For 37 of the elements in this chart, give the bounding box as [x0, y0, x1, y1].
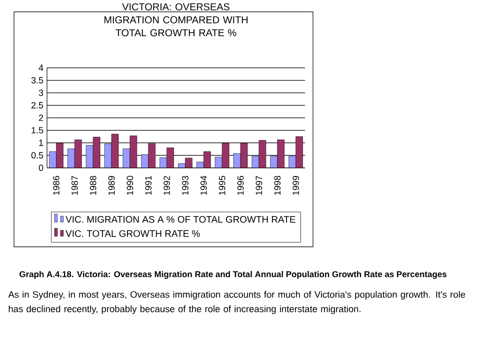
x-tick-label: 1995: [218, 176, 226, 195]
bar: [148, 143, 156, 168]
bar: [166, 148, 174, 168]
bar: [92, 136, 100, 168]
y-tick-label: 1: [39, 140, 44, 146]
x-tick-label: 1987: [71, 176, 78, 195]
y-tick-label: 2: [38, 114, 44, 122]
bar: [74, 140, 82, 168]
x-tick-label: 1992: [164, 176, 170, 195]
y-tick-label: 4: [38, 64, 44, 71]
y-tick-label: 2.5: [31, 102, 44, 109]
text: As in Sydney, in most years, Overseas immigration accounts for much of Victoria's population growth. It's role has declined recently, probably because of the role of increasing interstate migration.: [8, 291, 466, 314]
bar: [296, 136, 303, 168]
x-tick-label: 1988: [90, 176, 96, 195]
x-tick-label: 1994: [200, 176, 207, 195]
x-tick-label: 1997: [256, 176, 262, 195]
bar: [49, 151, 56, 168]
legend-label: VIC. TOTAL GROWTH RATE %: [66, 230, 200, 238]
bar: [277, 140, 285, 168]
chart-title: VICTORIA: OVERSEAS MIGRATION COMPARED WITH TOTAL GROWTH RATE %: [104, 3, 248, 36]
bar: [222, 142, 230, 168]
y-tick-label: 3: [38, 90, 44, 96]
y-tick-label: 0.5: [31, 152, 44, 159]
x-tick-label: 1996: [237, 176, 244, 195]
y-tick-label: 1.5: [32, 127, 44, 134]
y-tick-label: 0: [38, 164, 44, 172]
x-tick-label: 1999: [292, 176, 299, 195]
y-tick-label: 3.5: [31, 77, 44, 84]
x-tick-label: 1989: [108, 176, 115, 195]
legend-label: VIC. MIGRATION AS A % OF TOTAL GROWTH RATE: [66, 216, 296, 223]
bar: [56, 142, 64, 168]
x-tick-label: 1990: [126, 176, 134, 195]
x-tick-label: 1993: [182, 176, 188, 195]
x-tick-label: 1998: [274, 176, 281, 195]
x-tick-label: 1986: [53, 176, 60, 195]
x-tick-label: 1991: [145, 176, 152, 195]
text: Graph A.4.18. Victoria: Overseas Migration Rate and Total Annual Population Growth Rate as Percentages: [20, 271, 446, 280]
